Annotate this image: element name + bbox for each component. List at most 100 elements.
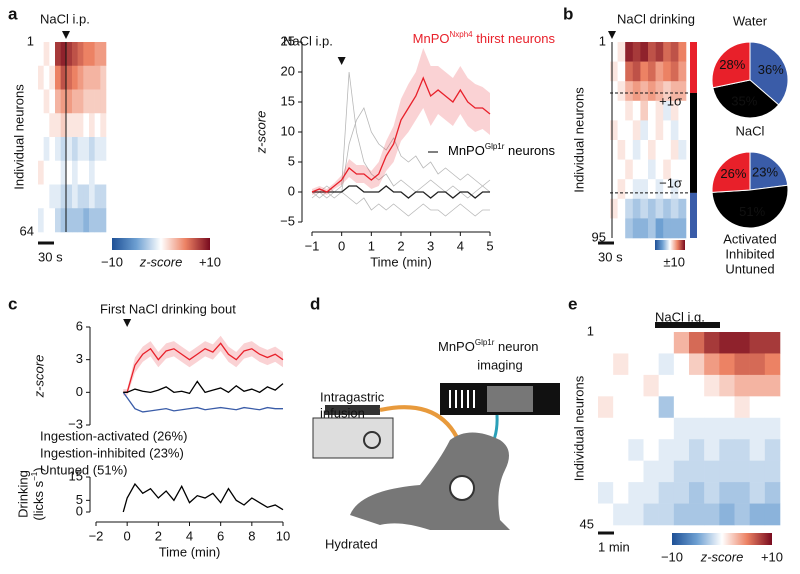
heatmap-cell — [66, 184, 73, 209]
heatmap-cell — [77, 208, 84, 233]
heatmap-cell — [689, 417, 705, 440]
heatmap-cell — [719, 439, 735, 461]
annotation-part: MnPO — [413, 31, 450, 46]
heatmap-cell — [764, 417, 781, 440]
heatmap-cell — [89, 65, 95, 90]
heatmap-cell — [66, 137, 73, 162]
heatmap-cell — [764, 332, 781, 354]
heatmap-cell — [55, 42, 61, 67]
heatmap-cell — [734, 417, 750, 440]
heatmap-cell — [734, 396, 750, 419]
heatmap-cell — [72, 89, 78, 114]
heatmap-cell — [670, 179, 679, 200]
colorbar — [655, 240, 685, 250]
heatmap-cell — [643, 503, 659, 526]
heatmap-cell — [43, 65, 50, 90]
heatmap-cell — [658, 439, 675, 461]
heatmap-cell — [673, 396, 690, 419]
chart-title: First NaCl drinking bout — [100, 301, 236, 316]
legend-entry: Activated — [723, 231, 776, 246]
heatmap-cell — [734, 353, 750, 376]
heatmap-cell — [100, 89, 107, 114]
stimulus-arrow — [62, 31, 70, 39]
y-tick-label: 0 — [76, 384, 83, 399]
heatmap-cell — [72, 184, 78, 209]
group-bar — [690, 192, 697, 238]
heatmap-cell — [100, 160, 107, 185]
pie-label: 28% — [719, 57, 745, 72]
heatmap-cell — [83, 113, 90, 138]
scale-bar-label: 1 min — [598, 539, 630, 554]
heatmap-cell — [678, 218, 687, 239]
pie-wedge — [749, 41, 789, 106]
heatmap-cell — [704, 460, 720, 483]
label-part: ) — [31, 467, 46, 471]
heatmap-cell — [49, 89, 56, 114]
heatmap-cell — [655, 198, 664, 219]
heatmap-cell — [83, 42, 90, 67]
heatmap-cell — [658, 460, 675, 483]
x-tick-label: 2 — [155, 528, 162, 543]
heatmap-cell — [83, 65, 90, 90]
row-tick-label: 45 — [580, 516, 594, 531]
heatmap-cell — [628, 353, 644, 376]
heatmap-cell — [643, 353, 659, 376]
heatmap-cell — [663, 218, 672, 239]
stimulus-arrow — [123, 319, 132, 327]
heatmap-cell — [100, 65, 107, 90]
heatmap-cell — [678, 61, 687, 82]
heatmap-cell — [49, 208, 56, 233]
heatmap-cell — [643, 417, 659, 440]
heatmap-cell — [89, 184, 95, 209]
x-tick-label: 5 — [486, 238, 493, 253]
heatmap-cell — [655, 140, 664, 160]
heatmap-cell — [77, 89, 84, 114]
heatmap-cell — [610, 179, 618, 200]
series-line — [311, 191, 490, 217]
colorbar — [672, 533, 772, 545]
heatmap-cell — [678, 179, 687, 200]
colorbar-tick-label: −10 — [661, 549, 683, 564]
scale-bar-label: 30 s — [38, 249, 63, 264]
heatmap-cell — [598, 503, 614, 526]
heatmap-cell — [749, 417, 766, 440]
y-axis-label: z-score — [31, 355, 46, 399]
heatmap-cell — [648, 42, 656, 62]
heatmap-cell — [632, 120, 641, 141]
heatmap-cell — [66, 113, 73, 138]
heatmap-cell — [734, 460, 750, 483]
heatmap-cell — [598, 482, 614, 504]
heatmap-cell — [655, 179, 664, 200]
heatmap-cell — [613, 353, 629, 376]
heatmap-cell — [632, 61, 641, 82]
heatmap-cell — [625, 159, 634, 180]
panel-letter: a — [8, 4, 18, 23]
heatmap-cell — [655, 61, 664, 82]
heatmap-cell — [764, 374, 781, 397]
heatmap-cell — [49, 160, 56, 185]
series-line — [122, 391, 283, 413]
heatmap-cell — [704, 332, 720, 354]
row-tick-label: 64 — [20, 223, 34, 238]
heatmap-cell — [663, 42, 672, 62]
heatmap-cell — [72, 208, 78, 233]
heatmap-cell — [678, 42, 687, 62]
series-line — [123, 342, 284, 393]
heatmap-cell — [670, 140, 679, 160]
heatmap-cell — [72, 160, 78, 185]
heatmap-cell — [678, 198, 687, 219]
heatmap-cell — [704, 417, 720, 440]
heatmap-cell — [610, 81, 618, 102]
pie-label: 26% — [720, 166, 746, 181]
heatmap-cell — [38, 89, 44, 114]
heatmap-cell — [663, 81, 672, 102]
heatmap-cell — [38, 160, 44, 185]
x-tick-label: 0 — [124, 528, 131, 543]
heatmap-cell — [704, 482, 720, 504]
heatmap-cell — [625, 218, 634, 239]
heatmap-cell — [673, 374, 690, 397]
heatmap-cell — [632, 42, 641, 62]
pie-wedge — [711, 184, 789, 229]
heatmap-cell — [640, 179, 649, 200]
